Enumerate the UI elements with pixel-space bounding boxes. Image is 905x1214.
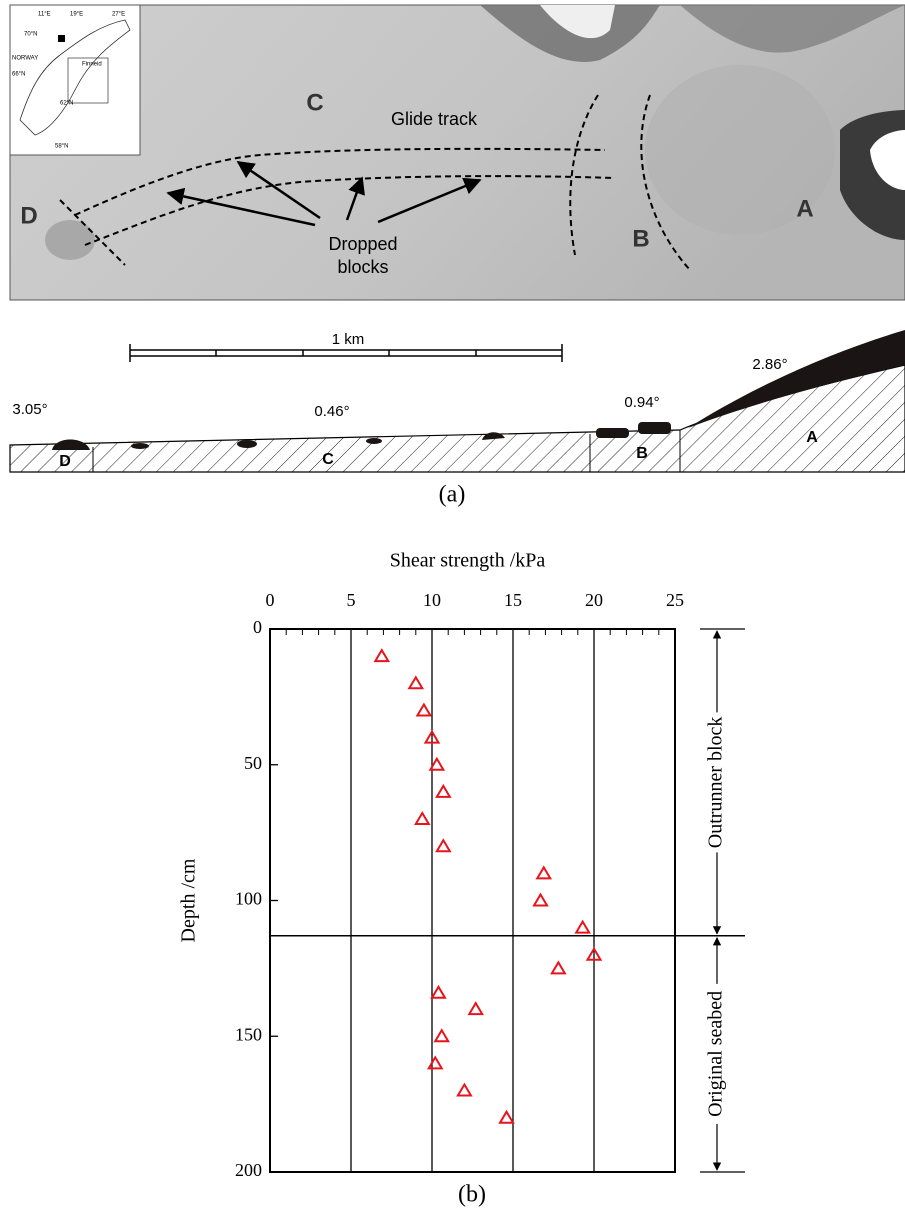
annotation: Original seabed bbox=[705, 991, 727, 1117]
section-label: C bbox=[322, 451, 334, 468]
marker bbox=[576, 922, 589, 933]
inset-country: NORWAY bbox=[12, 56, 38, 62]
y-tick-label: 200 bbox=[235, 1160, 262, 1180]
inset-lon: 27°E bbox=[112, 12, 125, 18]
marker bbox=[416, 813, 429, 824]
section-label: D bbox=[59, 453, 71, 470]
marker bbox=[500, 1112, 513, 1123]
y-tick-label: 100 bbox=[235, 889, 262, 909]
caption: (a) bbox=[439, 482, 466, 508]
x-axis-title: Shear strength /kPa bbox=[390, 550, 546, 572]
block bbox=[45, 220, 95, 260]
dropped-blocks-label: Dropped bbox=[328, 234, 397, 254]
slope-label: 2.86° bbox=[752, 356, 787, 373]
marker bbox=[437, 786, 450, 797]
annotation: Outrunner block bbox=[705, 717, 727, 849]
scale-label: 1 km bbox=[332, 331, 365, 348]
marker bbox=[409, 677, 422, 688]
inset-lat: 66°N bbox=[12, 72, 25, 78]
x-tick-label: 25 bbox=[666, 590, 684, 610]
marker bbox=[417, 704, 430, 715]
marker bbox=[458, 1085, 471, 1096]
marker bbox=[432, 987, 445, 998]
inset bbox=[10, 5, 140, 155]
y-tick-label: 50 bbox=[244, 753, 262, 773]
map: 11°E 19°E 27°E 70°N NORWAY 66°N Finneid … bbox=[10, 5, 905, 300]
y-tick-label: 150 bbox=[235, 1024, 262, 1044]
marker bbox=[552, 962, 565, 973]
slope-label: 0.46° bbox=[314, 403, 349, 420]
region-label: A bbox=[796, 195, 813, 222]
section-label: B bbox=[636, 445, 648, 462]
x-tick-label: 5 bbox=[347, 590, 356, 610]
marker bbox=[429, 1057, 442, 1068]
inset-lat: 58°N bbox=[55, 144, 68, 150]
plot-frame bbox=[270, 629, 675, 1172]
glide-track-label: Glide track bbox=[391, 109, 478, 129]
marker bbox=[375, 650, 388, 661]
marker bbox=[537, 867, 550, 878]
inset-site: Finneid bbox=[82, 62, 102, 68]
region-label: D bbox=[20, 202, 37, 229]
marker bbox=[534, 895, 547, 906]
region-label: C bbox=[306, 89, 323, 116]
caption: (b) bbox=[458, 1182, 486, 1208]
x-tick-label: 15 bbox=[504, 590, 522, 610]
y-axis-title: Depth /cm bbox=[178, 858, 200, 942]
section-label: A bbox=[806, 429, 818, 446]
dropped-blocks-label: blocks bbox=[337, 257, 388, 277]
inset-lat: 62°N bbox=[60, 101, 73, 107]
slope-label: 3.05° bbox=[12, 401, 47, 418]
x-tick-label: 20 bbox=[585, 590, 603, 610]
marker bbox=[469, 1003, 482, 1014]
figure: 11°E 19°E 27°E 70°N NORWAY 66°N Finneid … bbox=[0, 0, 905, 1214]
x-tick-label: 10 bbox=[423, 590, 441, 610]
marker bbox=[435, 1030, 448, 1041]
y-tick-label: 0 bbox=[253, 617, 262, 637]
marker bbox=[437, 840, 450, 851]
slope-label: 0.94° bbox=[624, 394, 659, 411]
site-marker bbox=[58, 35, 65, 42]
x-tick-label: 0 bbox=[266, 590, 275, 610]
inset-lat: 70°N bbox=[24, 32, 37, 38]
inset-lon: 19°E bbox=[70, 12, 83, 18]
cross-section bbox=[10, 330, 905, 472]
region-label: B bbox=[632, 225, 649, 252]
inset-lon: 11°E bbox=[38, 12, 51, 18]
